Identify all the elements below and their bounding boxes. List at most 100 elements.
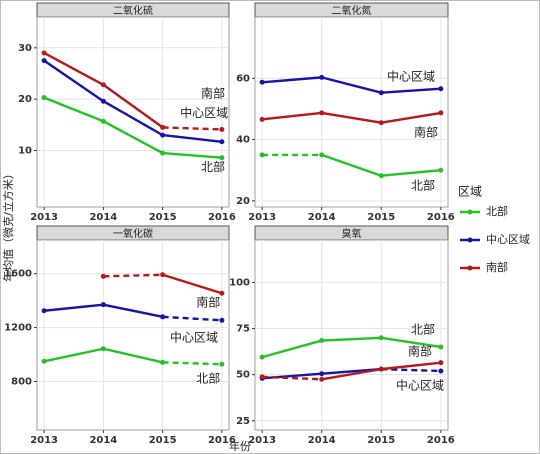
series-segment — [103, 303, 163, 318]
panel-title: 臭氧 — [342, 227, 362, 240]
point — [259, 116, 265, 122]
x-tick-label: 2016 — [208, 212, 236, 223]
point — [41, 358, 47, 364]
point — [160, 150, 166, 156]
annotation: 北部 — [411, 177, 435, 192]
point — [259, 152, 265, 158]
y-tick-label: 20 — [236, 196, 250, 207]
point — [160, 314, 166, 320]
series-segment — [162, 133, 223, 143]
x-tick-label: 2016 — [427, 212, 455, 223]
series-segment — [262, 76, 322, 84]
series-segment — [103, 347, 163, 364]
point — [438, 167, 444, 173]
series-segment — [162, 273, 223, 295]
y-tick-label: 800 — [11, 376, 32, 387]
plot-area — [36, 16, 230, 208]
point — [219, 317, 225, 323]
point — [378, 120, 384, 126]
legend-label: 南部 — [486, 260, 508, 274]
series-segment — [43, 51, 104, 86]
point — [438, 110, 444, 116]
y-tick-label: 75 — [236, 324, 250, 335]
y-axis-label: 年均值（微克/立方米） — [1, 168, 15, 282]
legend-swatch — [467, 237, 473, 243]
annotation: 中心区域 — [396, 377, 444, 392]
y-tick-label: 30 — [18, 43, 32, 54]
point — [219, 361, 225, 367]
legend-swatch — [467, 209, 473, 215]
point — [438, 344, 444, 350]
x-tick-label: 2013 — [248, 212, 276, 223]
point — [319, 152, 325, 158]
point — [219, 290, 225, 296]
point — [319, 110, 325, 116]
point — [160, 272, 166, 278]
point — [219, 155, 225, 161]
series-segment — [43, 59, 105, 103]
x-tick-label: 2015 — [367, 435, 395, 446]
series-segment — [162, 151, 222, 159]
x-tick-label: 2014 — [89, 435, 117, 446]
series-segment — [262, 111, 322, 121]
legend-swatch — [467, 265, 473, 271]
series-segment — [102, 83, 164, 129]
y-tick-label: 50 — [236, 370, 250, 381]
point — [319, 338, 325, 344]
series-segment — [381, 361, 441, 371]
point — [219, 126, 225, 132]
annotation: 中心区域 — [387, 69, 435, 84]
series-segment — [321, 76, 382, 94]
x-tick-label: 2014 — [308, 212, 336, 223]
series-segment — [381, 87, 441, 94]
series-segment — [102, 100, 164, 137]
x-tick-label: 2015 — [149, 212, 177, 223]
x-tick-label: 2016 — [427, 435, 455, 446]
annotation: 南部 — [201, 86, 225, 101]
point — [319, 371, 325, 377]
point — [378, 335, 384, 341]
series-segment — [321, 111, 382, 124]
point — [259, 79, 265, 85]
series-segment — [321, 367, 382, 381]
plot-area — [254, 239, 449, 431]
series-segment — [321, 336, 382, 342]
annotation: 北部 — [411, 322, 435, 337]
point — [100, 273, 106, 279]
x-tick-label: 2015 — [149, 435, 177, 446]
y-tick-label: 1200 — [4, 323, 32, 334]
panel-title: 二氧化氮 — [332, 4, 372, 17]
annotation: 中心区域 — [180, 105, 228, 120]
y-tick-label: 100 — [229, 277, 250, 288]
point — [100, 346, 106, 352]
y-tick-label: 25 — [236, 416, 250, 427]
point — [438, 86, 444, 92]
point — [160, 359, 166, 365]
annotation: 北部 — [201, 159, 225, 174]
annotation: 南部 — [414, 125, 438, 140]
point — [378, 366, 384, 372]
point — [100, 302, 106, 308]
x-tick-label: 2014 — [308, 435, 336, 446]
series-segment — [261, 339, 323, 359]
series-segment — [43, 303, 104, 312]
legend-label: 北部 — [486, 204, 508, 218]
point — [259, 354, 265, 360]
y-tick-label: 1600 — [4, 269, 32, 280]
series-segment — [321, 153, 382, 177]
point — [438, 368, 444, 374]
legend-label: 中心区域 — [486, 233, 530, 246]
plot-area — [36, 239, 230, 431]
point — [378, 173, 384, 179]
point — [41, 95, 47, 101]
point — [378, 90, 384, 96]
series-segment — [381, 111, 442, 124]
point — [41, 50, 47, 56]
annotation: 中心区域 — [170, 329, 218, 344]
y-tick-label: 20 — [18, 94, 32, 105]
point — [319, 74, 325, 80]
series-segment — [262, 372, 322, 380]
x-tick-label: 2013 — [248, 435, 276, 446]
point — [259, 374, 265, 380]
x-tick-label: 2013 — [30, 435, 58, 446]
